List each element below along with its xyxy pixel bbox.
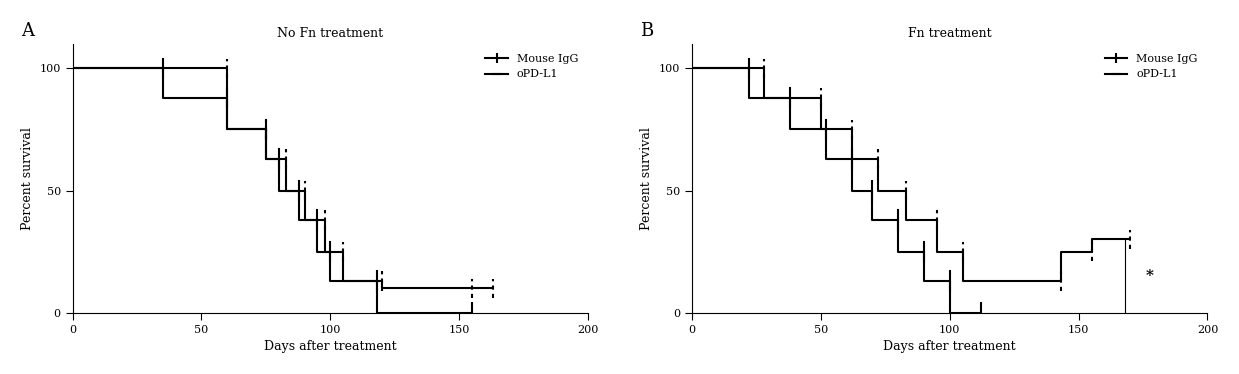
Title: Fn treatment: Fn treatment (908, 27, 991, 40)
X-axis label: Days after treatment: Days after treatment (883, 340, 1016, 353)
Text: A: A (21, 22, 33, 40)
Legend: Mouse IgG, οPD-L1: Mouse IgG, οPD-L1 (1100, 49, 1202, 84)
Legend: Mouse IgG, οPD-L1: Mouse IgG, οPD-L1 (481, 49, 582, 84)
Text: B: B (641, 22, 654, 40)
Title: No Fn treatment: No Fn treatment (278, 27, 383, 40)
Y-axis label: Percent survival: Percent survival (21, 127, 33, 230)
X-axis label: Days after treatment: Days after treatment (264, 340, 396, 353)
Y-axis label: Percent survival: Percent survival (641, 127, 653, 230)
Text: *: * (1146, 269, 1154, 283)
